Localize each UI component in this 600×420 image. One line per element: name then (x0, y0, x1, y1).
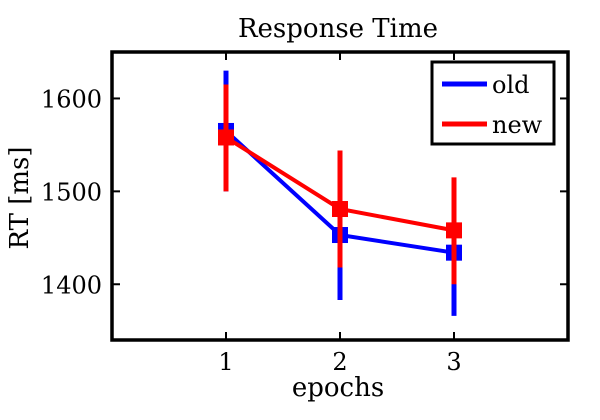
axis-ticks: 1 2 3 1400 1500 1600 (41, 52, 568, 376)
data-point-new (218, 129, 234, 146)
y-axis-label: RT [ms] (5, 146, 35, 249)
data-point-new (446, 222, 462, 239)
legend: old new (430, 60, 556, 146)
x-axis-label: epochs (292, 373, 384, 403)
x-tick-label: 3 (446, 348, 461, 376)
plot-marks (218, 70, 462, 316)
y-tick-label: 1600 (41, 85, 102, 113)
legend-label-old: old (492, 71, 530, 99)
data-point-new (332, 201, 348, 218)
y-tick-label: 1500 (41, 178, 102, 206)
x-tick-label: 2 (332, 348, 347, 376)
y-tick-label: 1400 (41, 271, 102, 299)
x-tick-label: 1 (218, 348, 233, 376)
series-new (218, 84, 462, 285)
legend-label-new: new (492, 111, 543, 139)
legend-box (430, 60, 556, 146)
chart-title: Response Time (238, 14, 438, 44)
